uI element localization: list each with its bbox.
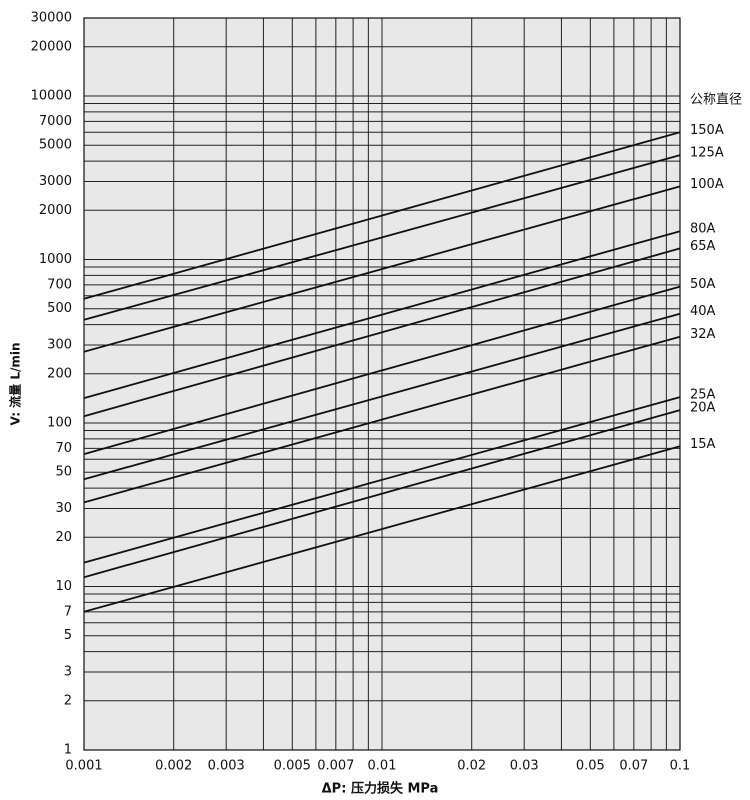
y-tick-label: 7 — [64, 604, 72, 619]
y-tick-label: 3000 — [39, 174, 72, 189]
series-label: 50A — [690, 277, 716, 292]
x-tick-label: 0.02 — [457, 759, 486, 774]
x-tick-label: 0.07 — [619, 759, 648, 774]
y-tick-label: 5 — [64, 628, 72, 643]
y-tick-label: 70 — [55, 441, 72, 456]
series-line — [83, 445, 681, 613]
plot-border — [83, 17, 681, 751]
x-tick-label: 0.05 — [576, 759, 605, 774]
series-line — [83, 230, 681, 399]
x-axis-label: ΔP: 压力损失 MPa — [322, 781, 439, 797]
y-tick-label: 20 — [55, 530, 72, 545]
y-tick-label: 50 — [55, 465, 72, 480]
x-tick-label: 0.003 — [208, 759, 245, 774]
series-line — [83, 409, 681, 579]
series-label: 32A — [690, 327, 716, 342]
series-line — [83, 312, 681, 481]
y-axis-label: V: 流量 L/min — [8, 342, 23, 425]
y-tick-label: 200 — [47, 366, 72, 381]
y-tick-label: 500 — [47, 301, 72, 316]
y-tick-label: 300 — [47, 337, 72, 352]
y-tick-label: 700 — [47, 277, 72, 292]
series-line — [83, 247, 681, 418]
series-label: 25A — [690, 388, 716, 403]
y-tick-label: 2000 — [39, 203, 72, 218]
series-line — [83, 185, 681, 353]
series-line — [83, 154, 681, 321]
y-tick-label: 30 — [55, 501, 72, 516]
series-label: 125A — [690, 146, 724, 161]
series-label: 65A — [690, 239, 716, 254]
y-tick-label: 1000 — [39, 252, 72, 267]
x-tick-label: 0.01 — [368, 759, 397, 774]
series-label: 150A — [690, 123, 724, 138]
y-tick-label: 5000 — [39, 138, 72, 153]
series-line — [83, 285, 681, 455]
y-tick-label: 100 — [47, 416, 72, 431]
series-label: 15A — [690, 437, 716, 452]
y-tick-label: 10000 — [31, 89, 72, 104]
series-label: 100A — [690, 177, 724, 192]
x-tick-label: 0.007 — [317, 759, 354, 774]
series-line — [83, 335, 681, 504]
y-tick-label: 30000 — [31, 11, 72, 26]
y-tick-label: 7000 — [39, 114, 72, 129]
series-line — [83, 131, 681, 300]
series-label: 80A — [690, 222, 716, 237]
y-tick-label: 1 — [64, 743, 72, 758]
legend-title: 公称直径 — [690, 93, 742, 108]
x-tick-label: 0.1 — [670, 759, 691, 774]
y-tick-label: 10 — [55, 579, 72, 594]
y-tick-label: 3 — [64, 664, 72, 679]
x-tick-label: 0.005 — [274, 759, 311, 774]
series-label: 40A — [690, 304, 716, 319]
x-tick-label: 0.001 — [65, 759, 102, 774]
y-tick-label: 20000 — [31, 39, 72, 54]
x-tick-label: 0.03 — [510, 759, 539, 774]
x-tick-label: 0.002 — [155, 759, 192, 774]
series-label: 20A — [690, 401, 716, 416]
series-line — [83, 396, 681, 564]
y-tick-label: 2 — [64, 693, 72, 708]
